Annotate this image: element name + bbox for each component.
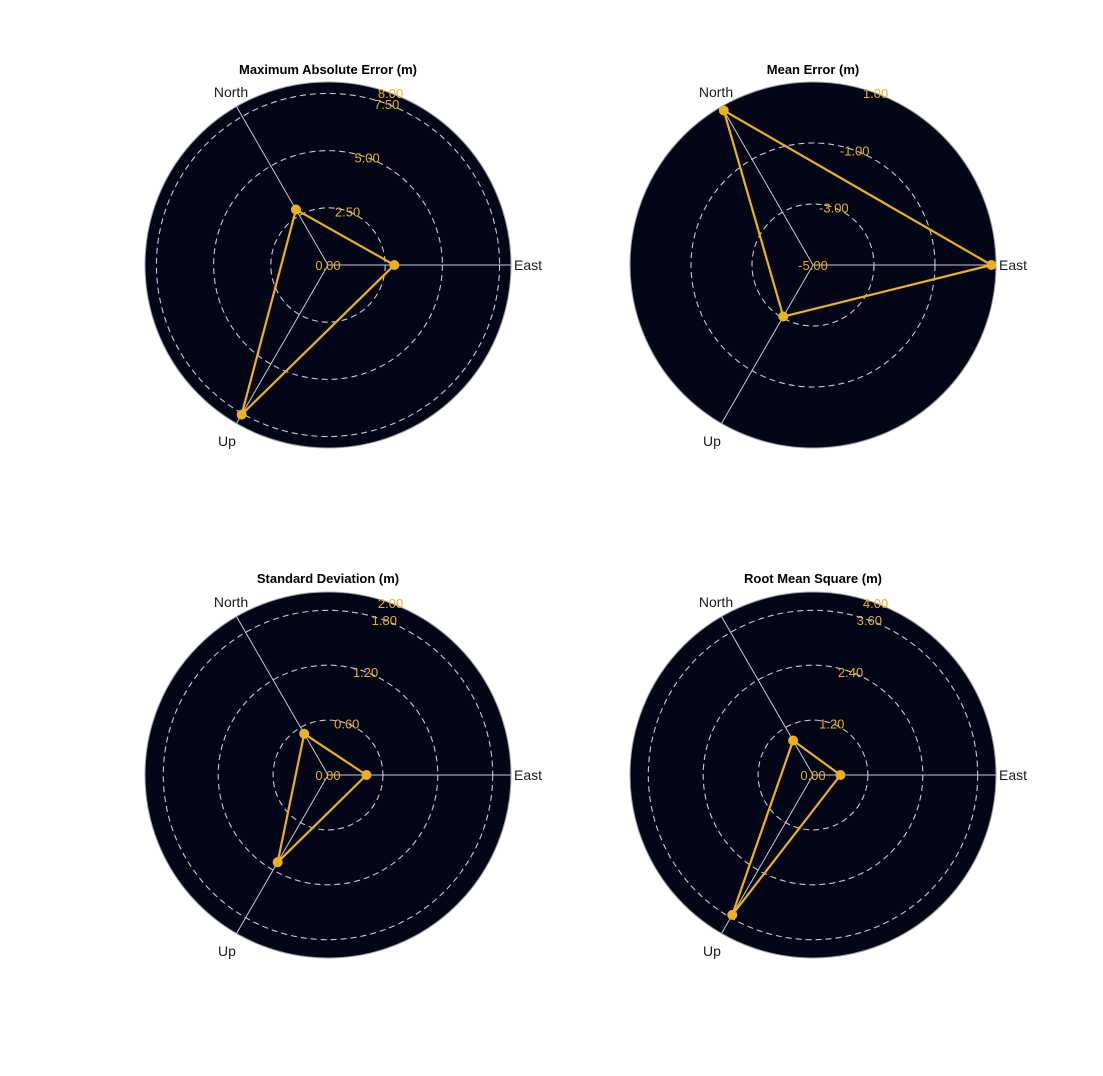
axis-label-up: Up [218,943,236,959]
ring-tick-label: 1.80 [372,613,397,628]
ring-tick-label: 1.00 [863,86,888,101]
radar-spoke [721,774,814,934]
radar-panel: East North Up 0.00 2.50 5.00 7.508.00 Maximum A… [144,62,542,449]
chart-title: Standard Deviation (m) [257,571,399,586]
data-series-line [722,109,993,318]
chart-title: Mean Error (m) [767,62,859,77]
radar-spoke [236,264,329,424]
radar-spoke [236,616,329,776]
ring-tick-label: 8.00 [378,86,403,101]
ring-tick-label: 7.50 [374,97,399,112]
ring-tick-label: 4.00 [863,596,888,611]
radar-panel: East North Up 0.00 1.20 2.40 3.60 4.00 Root Mean… [629,571,1027,959]
ring-tick-label: 2.50 [335,204,360,219]
radar-spoke [721,106,814,266]
data-series-line [731,739,842,916]
ring-tick-label: 2.00 [378,596,403,611]
radar-spoke [721,264,814,424]
radar-spoke [721,616,814,776]
chart-title: Maximum Absolute Error (m) [239,62,417,77]
data-point [361,770,372,780]
axis-label-north: North [214,84,248,100]
ring-tick-label: -5.00 [798,258,828,273]
data-series-line [240,208,396,416]
radar-panel: East North Up -5.00 -3.00 -1.00 1.00 Mean Error… [629,62,1027,449]
ring-tick-label: 0.00 [315,768,340,783]
ring-tick-label: 0.00 [315,258,340,273]
axis-label-up: Up [703,433,721,449]
data-point [299,728,310,739]
axis-label-east: East [999,767,1027,783]
radar-spoke [236,106,329,266]
data-point [986,260,997,270]
data-point [290,204,301,215]
data-series-line [276,732,368,864]
ring-tick-label: 5.00 [354,151,379,166]
axis-label-north: North [214,594,248,610]
data-point [835,770,846,780]
data-point [718,105,729,116]
axis-label-north: North [699,84,733,100]
data-point [272,857,283,868]
radar-panel: East North Up 0.00 0.60 1.20 1.80 2.00 Standard … [144,571,542,959]
ring-tick-label: -1.00 [840,143,870,158]
ring-tick-label: 0.60 [334,716,359,731]
axis-label-east: East [514,767,542,783]
data-point [236,409,247,420]
ring-tick-label: -3.00 [819,201,849,216]
data-point [727,909,738,920]
ring-tick-label: 0.00 [800,768,825,783]
ring-tick-label: 1.20 [819,716,844,731]
axis-label-up: Up [703,943,721,959]
data-point [389,260,400,270]
chart-title: Root Mean Square (m) [744,571,882,586]
ring-tick-label: 2.40 [838,665,863,680]
axis-label-east: East [514,257,542,273]
radar-spoke [236,774,329,934]
axis-label-east: East [999,257,1027,273]
data-point [778,311,789,322]
data-point [788,735,799,746]
axis-label-north: North [699,594,733,610]
ring-tick-label: 1.20 [353,665,378,680]
axis-label-up: Up [218,433,236,449]
ring-tick-label: 3.60 [857,613,882,628]
